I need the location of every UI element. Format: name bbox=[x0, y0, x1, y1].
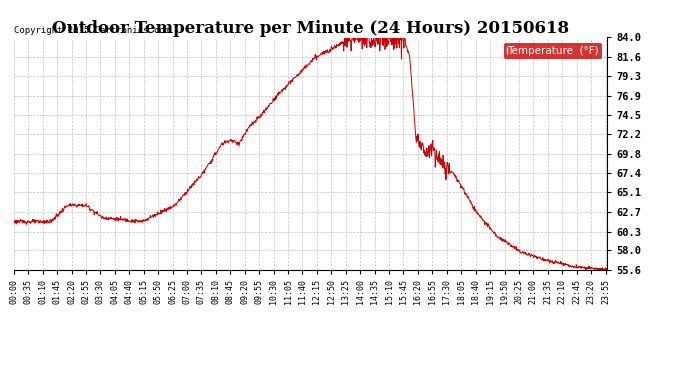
Text: Copyright 2015 Cartronics.com: Copyright 2015 Cartronics.com bbox=[14, 26, 170, 35]
Title: Outdoor Temperature per Minute (24 Hours) 20150618: Outdoor Temperature per Minute (24 Hours… bbox=[52, 20, 569, 38]
Legend: Temperature  (°F): Temperature (°F) bbox=[504, 43, 602, 59]
